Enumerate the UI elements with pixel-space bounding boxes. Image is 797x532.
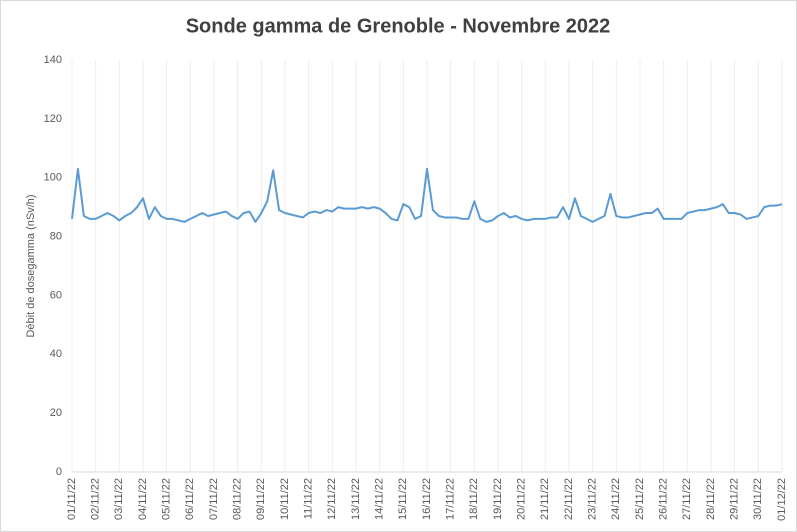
x-tick-label: 15/11/22 (397, 478, 409, 520)
x-tick-label: 01/12/22 (776, 478, 788, 521)
x-tick-label: 06/11/22 (184, 478, 196, 520)
x-tick-label: 30/11/22 (752, 478, 764, 520)
line (71, 167, 783, 223)
x-tick-label: 29/11/22 (729, 478, 741, 520)
x-tick-label: 17/11/22 (445, 478, 457, 520)
x-tick-label: 21/11/22 (539, 478, 551, 520)
x-tick-label: 04/11/22 (137, 478, 149, 520)
x-tick-label: 14/11/22 (374, 478, 386, 520)
x-tick-label: 09/11/22 (255, 478, 267, 520)
y-axis-label: Débit de dosegamma (nSv/h) (25, 194, 37, 337)
x-tick-label: 11/11/22 (303, 478, 315, 519)
x-tick-label: 24/11/22 (610, 478, 622, 520)
y-tick-label: 100 (44, 172, 62, 184)
x-tick-label: 02/11/22 (90, 478, 102, 520)
y-tick-label: 80 (50, 230, 62, 242)
x-tick-label: 27/11/22 (681, 478, 693, 520)
chart-title: Sonde gamma de Grenoble - Novembre 2022 (186, 15, 611, 37)
x-tick-label: 01/11/22 (66, 478, 78, 520)
x-tick-label: 07/11/22 (208, 478, 220, 520)
x-tick-label: 23/11/22 (587, 478, 599, 520)
x-tick-label: 20/11/22 (516, 478, 528, 520)
x-tick-label: 10/11/22 (279, 478, 291, 520)
x-tick-label: 16/11/22 (421, 478, 433, 520)
x-tick-label: 03/11/22 (113, 478, 125, 520)
x-tick-label: 05/11/22 (161, 478, 173, 520)
y-tick-label: 20 (50, 407, 62, 419)
y-tick-label: 140 (44, 54, 62, 66)
x-tick-label: 26/11/22 (658, 478, 670, 520)
x-tick-label: 25/11/22 (634, 478, 646, 520)
y-tick-label: 120 (44, 113, 62, 125)
x-tick-label: 22/11/22 (563, 478, 575, 520)
x-tick-label: 18/11/22 (468, 478, 480, 520)
x-tick-label: 19/11/22 (492, 478, 504, 520)
x-tick-label: 12/11/22 (326, 478, 338, 520)
x-tick-label: 08/11/22 (232, 478, 244, 520)
x-tick-label: 13/11/22 (350, 478, 362, 520)
y-tick-label: 40 (50, 348, 62, 360)
x-tick-label: 28/11/22 (705, 478, 717, 520)
y-tick-label: 0 (56, 466, 62, 478)
y-tick-label: 60 (50, 289, 62, 301)
